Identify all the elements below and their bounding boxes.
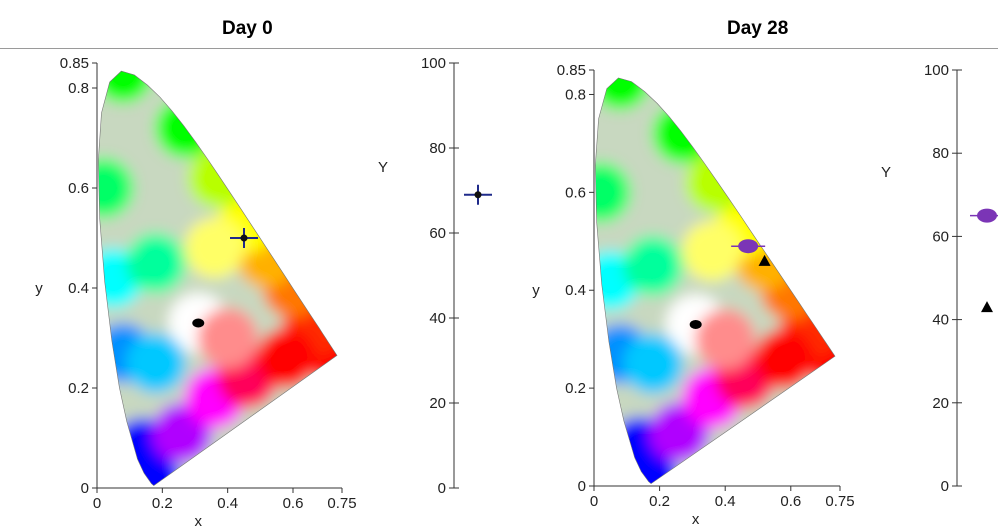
y-tick-label: 0.8 [565,86,586,103]
panel-title-day-0: Day 0 [222,18,273,39]
data-point-circle-purple [977,208,997,223]
spectral-locus [97,70,338,487]
y-tick-label: 80 [932,145,949,162]
gamut-gradient [595,77,835,484]
gamut-sample [125,333,186,393]
gamut-sample [685,152,746,213]
y-tick-label: 0 [578,478,586,495]
gamut-sample [595,77,651,110]
y-tick-label: 0 [438,480,446,497]
gamut-sample [98,71,154,103]
y-tick-label: 40 [932,312,949,329]
gamut-sample [98,158,134,218]
y-tick-label: 0.2 [68,380,89,397]
x-tick-label: 0.6 [780,493,801,510]
y-tick-label: 100 [924,62,949,79]
luminance-chart-day-0: 0 20 40 60 80 100 Y [378,55,492,497]
spectral-locus [594,77,836,484]
gamut-sample [184,218,245,278]
gamut-sample [595,162,631,223]
x-tick-label: 0.75 [825,493,854,510]
gamut-gradient [98,71,337,486]
x-axis-label: x [195,513,203,526]
y-tick-label: 0.2 [565,380,586,397]
x-tick-label: 0.2 [152,495,173,512]
x-tick-label: 0.4 [715,493,736,510]
y-tick-label: 60 [932,228,949,245]
x-tick-label: 0.4 [217,495,238,512]
x-tick-label: 0.6 [283,495,304,512]
y-tick-label: 0.85 [60,55,89,72]
gamut-sample [256,328,317,388]
x-tick-label: 0 [590,493,598,510]
y-axis-label: y [35,280,43,297]
y-tick-label: 0.85 [557,62,586,79]
y-tick-label: 0.4 [68,280,89,297]
x-tick-label: 0 [93,495,101,512]
header-divider [0,48,998,49]
gamut-sample [197,308,258,368]
y-tick-label: 80 [429,140,446,157]
x-tick-label: 0.2 [649,493,670,510]
data-point-circle-black [689,319,702,329]
data-point-circle-purple [738,239,759,254]
y-tick-label: 60 [429,225,446,242]
gamut-sample [125,233,186,293]
y-tick-label: 20 [429,395,446,412]
x-tick-label: 0.75 [327,495,356,512]
data-point-triangle [758,254,771,266]
gamut-sample [695,309,756,370]
chromaticity-chart-day-0: 0 0.2 0.4 0.6 0.8 0.85 0 0.2 0.4 0.6 0.75 y x [35,55,356,526]
gamut-sample [623,333,684,394]
y-tick-label: 100 [421,55,446,72]
y-tick-label: 0.6 [565,184,586,201]
y-axis-label: Y [881,164,891,181]
y-axis-label: Y [378,159,388,176]
chromaticity-chart-day-28: 0 0.2 0.4 0.6 0.8 0.85 0 0.2 0.4 0.6 0.75 y x [532,62,854,526]
gamut-sample [754,328,815,389]
gamut-sample [682,221,743,282]
gamut-sample [623,235,684,296]
y-axis-label: y [532,282,540,299]
y-tick-label: 0.6 [68,180,89,197]
data-point-triangle [981,301,993,313]
y-tick-label: 40 [429,310,446,327]
gamut-fill [595,77,835,484]
y-tick-label: 0 [81,480,89,497]
data-point-circle-black [192,318,205,328]
data-point-cross-dot [474,191,482,199]
x-axis-label: x [692,511,700,526]
luminance-chart-day-28: 0 20 40 60 80 100 Y [881,62,998,495]
data-point-cross-dot [240,234,248,242]
y-tick-label: 0.8 [68,80,89,97]
panel-title-day-28: Day 28 [727,18,789,39]
y-tick-label: 0 [941,478,949,495]
gamut-fill [98,71,337,486]
gamut-sample [187,148,248,208]
y-tick-label: 0.4 [565,282,586,299]
y-tick-label: 20 [932,395,949,412]
